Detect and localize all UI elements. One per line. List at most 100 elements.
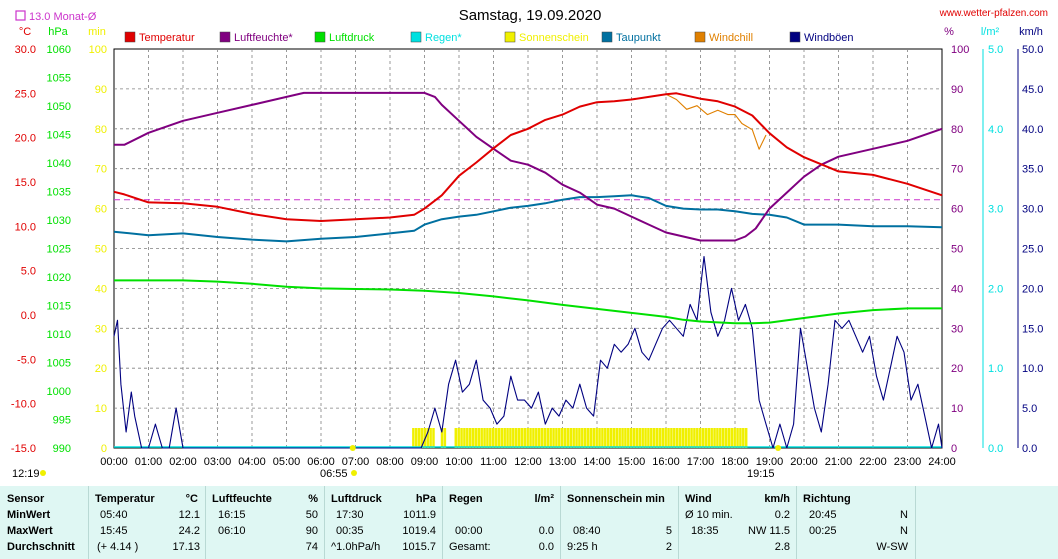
stats-temp-trend: (+ 4.14 ) (97, 541, 139, 553)
series-windben (113, 255, 943, 449)
hum-tick-label: 60 (951, 204, 963, 216)
legend-swatch (601, 31, 613, 43)
sunshine-bar (569, 428, 573, 448)
sunshine-bar (627, 428, 630, 448)
sunshine-bar (412, 428, 415, 448)
stats-temp-unit: °C (185, 493, 198, 505)
site-link[interactable]: www.wetter-pfalzen.com (939, 8, 1048, 19)
hum-tick-label: 80 (951, 124, 963, 136)
time-tick-label: 12:00 (514, 456, 542, 468)
sunshine-bar (739, 428, 742, 448)
sunshine-bar (592, 428, 596, 448)
time-tick-label: 20:00 (790, 456, 818, 468)
wind-tick-label: 5.0 (1022, 403, 1037, 415)
month-avg-box-icon (15, 10, 26, 21)
stats-wind-max: NW 11.5 (748, 525, 790, 537)
legend-swatch (410, 31, 422, 43)
rain-tick-label: 5.0 (988, 44, 1003, 56)
pressure-tick-label: 995 (53, 415, 71, 427)
stats-wind-avg: 2.8 (774, 541, 790, 553)
sunshine-bar (468, 428, 472, 448)
hum-tick-label: 0 (951, 443, 957, 455)
time-tick-label: 07:00 (342, 456, 370, 468)
stats-wind-unit: km/h (764, 493, 790, 505)
sun-icon-start (40, 470, 46, 476)
sunshine-bar (514, 428, 518, 448)
hum-tick-label: 90 (951, 84, 963, 96)
sunshine-bar (724, 428, 728, 448)
stats-hum-unit: % (308, 493, 318, 505)
series-luftdruck (114, 279, 942, 325)
sunshine-bar (624, 428, 627, 448)
sunshine-bar (690, 428, 693, 448)
sunshine-bar (517, 428, 521, 448)
stats-rain-total-label: Gesamt: (449, 541, 491, 553)
sunshine-bar (707, 428, 711, 448)
sunshine-bar (667, 428, 670, 448)
sunshine-bar (486, 428, 489, 448)
wind-tick-label: 10.0 (1022, 363, 1043, 375)
pressure-tick-label: 1010 (47, 329, 71, 341)
temp-unit-label: °C (19, 26, 31, 38)
temp-tick-label: -10.0 (11, 399, 36, 411)
stats-temp-max-time: 15:45 (100, 525, 128, 537)
wind-tick-label: 50.0 (1022, 44, 1043, 56)
stats-dir-avg: W-SW (876, 541, 908, 553)
sunshine-bar (736, 428, 739, 448)
pressure-unit-label: hPa (48, 26, 68, 38)
sunshine-bar (560, 428, 564, 448)
sunshine-bar (474, 428, 478, 448)
time-tick-label: 05:00 (273, 456, 301, 468)
time-start-label: 12:19 (12, 468, 40, 480)
sunshine-bar (742, 428, 745, 448)
pressure-tick-label: 1060 (47, 44, 71, 56)
sunshine-bar (664, 428, 667, 448)
sunshine-bar (638, 428, 642, 448)
pressure-tick-label: 1030 (47, 215, 71, 227)
sunshine-bar (543, 428, 547, 448)
temp-tick-label: -5.0 (17, 354, 36, 366)
sunshine-bar (526, 428, 529, 448)
stats-hum-header: Luftfeuchte (212, 493, 272, 505)
legend-swatch (789, 31, 801, 43)
sunshine-bar (471, 428, 475, 448)
hum-tick-label: 40 (951, 283, 963, 295)
sun-tick-label: 30 (95, 323, 107, 335)
stats-hum-min: 50 (305, 509, 318, 521)
stats-press-max-time: 00:35 (336, 525, 364, 537)
sunshine-bar (549, 428, 552, 448)
sunshine-bar (658, 428, 662, 448)
sunshine-bar (678, 428, 682, 448)
time-tick-label: 18:00 (721, 456, 749, 468)
sunshine-bar (609, 428, 613, 448)
stats-rain-header: Regen (449, 493, 483, 505)
stats-press-min-time: 17:30 (336, 509, 364, 521)
rain-tick-label: 0.0 (988, 443, 1003, 455)
sunshine-bar (555, 428, 558, 448)
stats-temp-min-time: 05:40 (100, 509, 128, 521)
sunset-marker (775, 445, 782, 451)
sunshine-bar (673, 428, 676, 448)
temp-tick-label: 10.0 (15, 221, 36, 233)
time-tick-label: 17:00 (687, 456, 715, 468)
sunshine-bar (454, 428, 458, 448)
sunshine-bar (612, 428, 616, 448)
sunshine-bar (572, 428, 575, 448)
sunshine-bar (696, 428, 699, 448)
stats-temp-max: 24.2 (178, 525, 200, 537)
axes-layer: 30.0 25.0 20.0 15.0 10.0 5.0 0.0 -5.0 -10.0 -15.0… (11, 26, 1044, 468)
sunshine-bar (432, 428, 435, 448)
stats-rain-max: 0.0 (538, 525, 554, 537)
sunshine-bar (704, 428, 708, 448)
chart-grid (113, 48, 943, 449)
sunshine-bar (489, 428, 492, 448)
sunshine-bar (512, 428, 515, 448)
sunshine-bar (532, 428, 535, 448)
time-tick-label: 15:00 (618, 456, 646, 468)
sunshine-bar (581, 428, 584, 448)
time-tick-label: 16:00 (652, 456, 680, 468)
sunshine-bar (606, 428, 610, 448)
sunshine-bar (575, 428, 578, 448)
stats-sun-max-time: 08:40 (573, 525, 601, 537)
sunshine-bar (650, 428, 653, 448)
